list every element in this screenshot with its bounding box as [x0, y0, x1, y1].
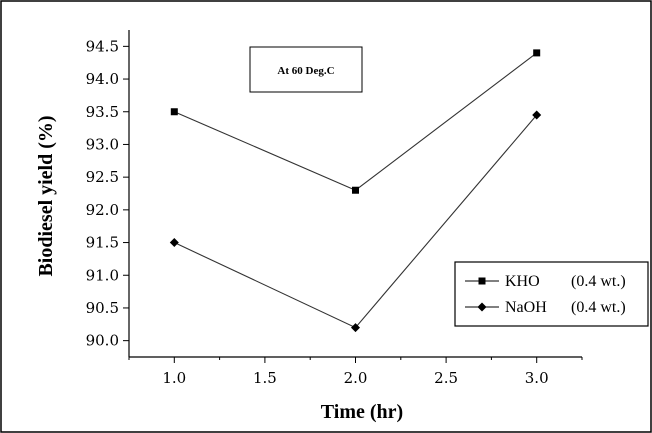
legend-marker-kho [478, 277, 486, 285]
y-tick-label: 91.0 [86, 266, 119, 284]
y-tick-label: 93.0 [86, 135, 119, 153]
legend-marker-naoh [477, 302, 487, 312]
y-tick-label: 90.0 [86, 332, 119, 350]
data-point-naoh [351, 323, 360, 333]
series-layer [169, 49, 542, 333]
y-tick-label: 90.5 [86, 299, 119, 317]
x-axis-ticks: 1.0 1.5 2.0 2.5 3.0 [128, 357, 583, 387]
y-tick-label: 91.5 [86, 234, 119, 252]
x-tick-label: 2.5 [434, 369, 458, 387]
legend-detail-naoh: (0.4 wt.) [571, 299, 626, 316]
series-naoh [169, 110, 542, 333]
series-kho [170, 49, 541, 194]
data-point-kho [352, 186, 359, 194]
y-tick-label: 92.5 [86, 168, 119, 186]
legend-label-kho: KHO [505, 273, 540, 290]
legend-item-naoh: NaOH (0.4 wt.) [465, 299, 626, 316]
data-point-naoh [532, 110, 542, 120]
y-axis-ticks: 90.0 90.5 91.0 91.5 92.0 92.5 93.0 93.5 94.0 94.5 [86, 37, 129, 350]
x-tick-label: 3.0 [525, 369, 549, 387]
y-tick-label: 92.0 [86, 201, 119, 219]
y-tick-label: 94.5 [86, 37, 119, 55]
y-tick-label: 94.0 [86, 70, 119, 88]
legend-detail-kho: (0.4 wt.) [571, 273, 626, 290]
data-point-naoh [169, 238, 179, 248]
x-tick-label: 1.5 [253, 369, 277, 387]
data-point-kho [170, 108, 178, 116]
data-point-kho [533, 49, 541, 57]
annotation: At 60 Deg.C [249, 46, 363, 93]
legend: KHO (0.4 wt.) NaOH (0.4 wt.) [454, 261, 649, 327]
annotation-box [249, 46, 363, 93]
x-axis-title: Time (hr) [321, 401, 403, 423]
legend-item-kho: KHO (0.4 wt.) [465, 273, 626, 290]
x-tick-label: 1.0 [162, 369, 186, 387]
x-tick-label: 2.0 [344, 369, 368, 387]
annotation-text: At 60 Deg.C [277, 65, 334, 77]
legend-label-naoh: NaOH [505, 299, 547, 316]
y-tick-label: 93.5 [86, 103, 119, 121]
legend-box [454, 261, 649, 327]
y-axis-title: Biodiesel yield (%) [35, 115, 57, 276]
